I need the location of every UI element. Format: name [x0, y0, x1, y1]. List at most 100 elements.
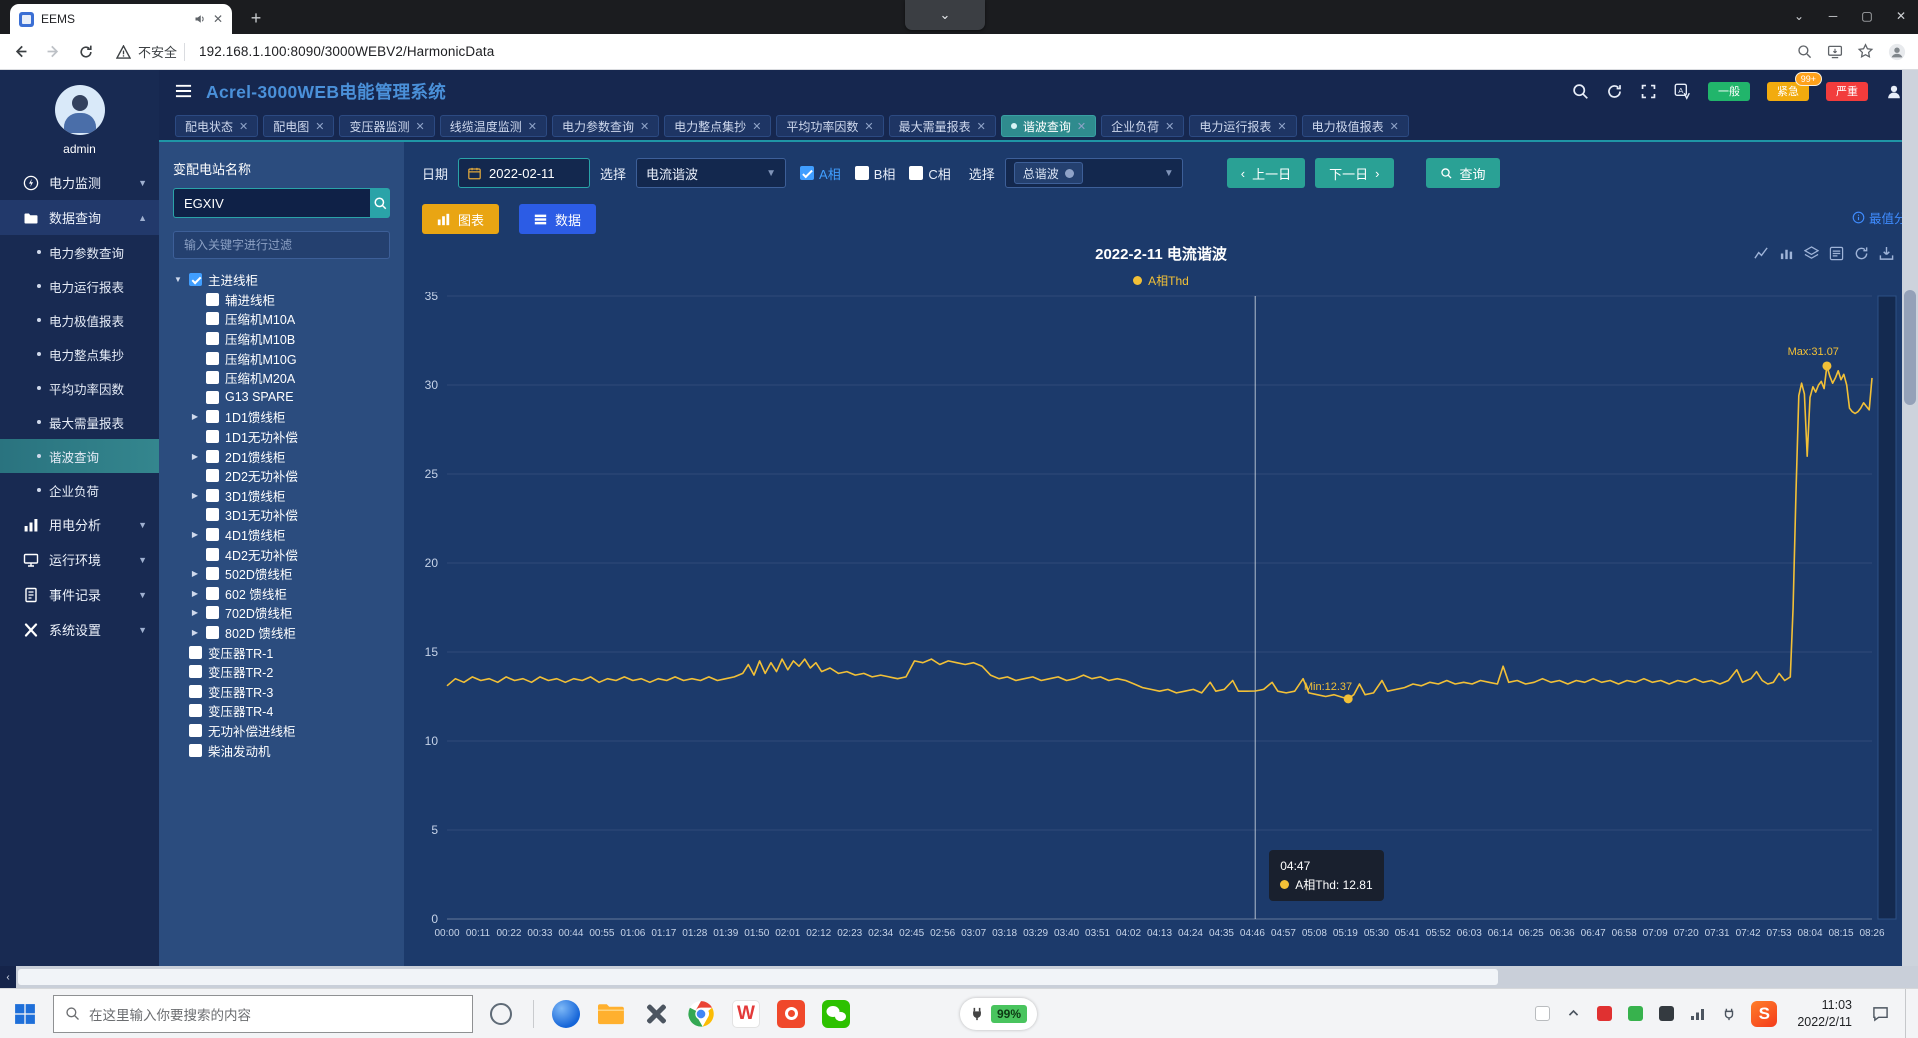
checkbox-icon[interactable]: [206, 567, 219, 581]
tree-node-变压器TR-4[interactable]: 变压器TR-4: [173, 701, 390, 721]
translate-icon[interactable]: A: [1674, 83, 1691, 100]
tree-node-压缩机M10A[interactable]: 压缩机M10A: [173, 309, 390, 329]
hamburger-menu-icon[interactable]: [175, 84, 193, 98]
sidebar-subitem-最大需量报表[interactable]: 最大需量报表: [0, 405, 159, 439]
checkbox-icon[interactable]: [206, 488, 219, 502]
sidebar-subitem-电力整点集抄[interactable]: 电力整点集抄: [0, 337, 159, 371]
checkbox-icon[interactable]: [206, 351, 219, 365]
tab-close-icon[interactable]: ✕: [1277, 120, 1287, 133]
sidebar-item-电力监测[interactable]: 电力监测 ▼: [0, 165, 159, 200]
nav-tab-最大需量报表[interactable]: 最大需量报表 ✕: [888, 115, 996, 137]
zoom-icon[interactable]: [1797, 44, 1813, 60]
tree-node-柴油发动机[interactable]: 柴油发动机: [173, 740, 390, 760]
expander-closed-icon[interactable]: ▶: [191, 490, 199, 500]
checkbox-icon[interactable]: [206, 430, 219, 444]
checkbox-icon[interactable]: [206, 606, 219, 620]
sidebar-item-事件记录[interactable]: 事件记录 ▼: [0, 577, 159, 612]
sidebar-subitem-电力极值报表[interactable]: 电力极值报表: [0, 303, 159, 337]
expander-closed-icon[interactable]: ▶: [191, 588, 199, 598]
phase-a-checkbox[interactable]: A相: [800, 164, 841, 183]
sogou-icon[interactable]: S: [1751, 1000, 1778, 1027]
tab-close-icon[interactable]: ✕: [415, 120, 425, 133]
usb-plug-icon[interactable]: [1720, 1005, 1737, 1022]
horizontal-scrollbar[interactable]: ‹: [0, 966, 1918, 988]
chrome-icon[interactable]: [684, 997, 718, 1031]
show-desktop-button[interactable]: [1905, 988, 1910, 1038]
data-view-button[interactable]: 数据: [519, 204, 597, 234]
phase-b-checkbox[interactable]: B相: [854, 164, 895, 183]
tree-node-主进线柜[interactable]: ▼ 主进线柜: [173, 270, 390, 290]
checkbox-icon[interactable]: [206, 332, 219, 346]
tree-node-1D1馈线柜[interactable]: ▶ 1D1馈线柜: [173, 407, 390, 427]
tab-close-icon[interactable]: ✕: [976, 120, 986, 133]
tree-node-压缩机M10B[interactable]: 压缩机M10B: [173, 329, 390, 349]
tree-node-2D2无功补偿[interactable]: 2D2无功补偿: [173, 466, 390, 486]
stack-icon[interactable]: [1804, 246, 1819, 261]
tag-remove-icon[interactable]: [1064, 168, 1074, 178]
tree-node-辅进线柜[interactable]: 辅进线柜: [173, 290, 390, 310]
checkbox-icon[interactable]: [206, 508, 219, 522]
checkbox-icon[interactable]: [206, 390, 219, 404]
checkbox-icon[interactable]: [189, 743, 202, 757]
sidebar-subitem-电力运行报表[interactable]: 电力运行报表: [0, 269, 159, 303]
scrollbar-thumb[interactable]: [18, 969, 1498, 985]
tree-node-变压器TR-1[interactable]: 变压器TR-1: [173, 642, 390, 662]
tree-node-无功补偿进线柜[interactable]: 无功补偿进线柜: [173, 721, 390, 741]
vertical-sc rollbar[interactable]: [1902, 70, 1918, 966]
save-image-icon[interactable]: [1879, 246, 1894, 261]
taskbar-search[interactable]: 在这里输入你要搜索的内容: [53, 994, 473, 1033]
expander-closed-icon[interactable]: ▶: [191, 412, 199, 422]
tree-node-G13 SPARE[interactable]: G13 SPARE: [173, 388, 390, 408]
expander-open-icon[interactable]: ▼: [174, 275, 182, 285]
tree-node-1D1无功补偿[interactable]: 1D1无功补偿: [173, 427, 390, 447]
user-icon[interactable]: [1885, 83, 1902, 100]
nav-tab-电力参数查询[interactable]: 电力参数查询 ✕: [551, 115, 660, 137]
expander-closed-icon[interactable]: ▶: [191, 451, 199, 461]
expander-closed-icon[interactable]: ▶: [191, 569, 199, 579]
tree-node-3D1无功补偿[interactable]: 3D1无功补偿: [173, 505, 390, 525]
nav-tab-平均功率因数[interactable]: 平均功率因数 ✕: [776, 115, 884, 137]
tab-close-icon[interactable]: ✕: [864, 120, 874, 133]
close-button[interactable]: ✕: [1895, 9, 1907, 23]
tray-app-icon[interactable]: [1534, 1005, 1551, 1022]
checkbox-icon[interactable]: [189, 665, 202, 679]
search-icon[interactable]: [1572, 83, 1589, 100]
checkbox-icon[interactable]: [206, 410, 219, 424]
extension-dropdown[interactable]: ⌄: [905, 0, 985, 30]
refresh-icon[interactable]: [1606, 83, 1623, 100]
nav-tab-线缆温度监测[interactable]: 线缆温度监测 ✕: [439, 115, 547, 137]
tab-close-icon[interactable]: ✕: [239, 120, 249, 133]
nav-tab-企业负荷[interactable]: 企业负荷 ✕: [1101, 115, 1185, 137]
tree-node-压缩机M10G[interactable]: 压缩机M10G: [173, 348, 390, 368]
bookmark-star-icon[interactable]: [1857, 43, 1874, 60]
next-day-button[interactable]: 下一日 ›: [1315, 158, 1394, 188]
line-chart-icon[interactable]: [1754, 246, 1769, 261]
checkbox-icon[interactable]: [189, 684, 202, 698]
tree-filter-input[interactable]: [173, 231, 390, 259]
sidebar-item-运行环境[interactable]: 运行环境 ▼: [0, 542, 159, 577]
sidebar-subitem-企业负荷[interactable]: 企业负荷: [0, 473, 159, 507]
tray-red-icon[interactable]: [1596, 1005, 1613, 1022]
sidebar-item-用电分析[interactable]: 用电分析 ▼: [0, 507, 159, 542]
file-explorer-icon[interactable]: [594, 997, 628, 1031]
sidebar-subitem-平均功率因数[interactable]: 平均功率因数: [0, 371, 159, 405]
checkbox-icon[interactable]: [189, 704, 202, 718]
browser-tab[interactable]: EEMS ✕: [10, 4, 232, 34]
query-button[interactable]: 查询: [1425, 158, 1500, 188]
chart-canvas[interactable]: 0 5 10 15 20 25 30 35 00:00 00:11 00:22 00:33 00:44 0…: [404, 292, 1918, 952]
tree-node-502D馈线柜[interactable]: ▶ 502D馈线柜: [173, 564, 390, 584]
tab-close-icon[interactable]: ✕: [639, 120, 650, 133]
scroll-left-arrow[interactable]: ‹: [0, 966, 16, 988]
tab-close-icon[interactable]: ✕: [1389, 120, 1399, 133]
maximize-button[interactable]: ▢: [1861, 9, 1873, 23]
nav-tab-谐波查询[interactable]: 谐波查询 ✕: [1000, 115, 1097, 137]
chart-view-button[interactable]: 图表: [422, 204, 500, 234]
checkbox-icon[interactable]: [206, 449, 219, 463]
browser-avatar-icon[interactable]: [1888, 43, 1906, 61]
alarm-urgent-button[interactable]: 紧急 99+: [1767, 71, 1822, 101]
tab-close-icon[interactable]: ✕: [527, 120, 537, 133]
station-input[interactable]: [173, 188, 370, 218]
alarm-general-button[interactable]: 一般: [1708, 81, 1750, 101]
sidebar-subitem-电力参数查询[interactable]: 电力参数查询: [0, 235, 159, 269]
wechat-icon[interactable]: [819, 997, 853, 1031]
